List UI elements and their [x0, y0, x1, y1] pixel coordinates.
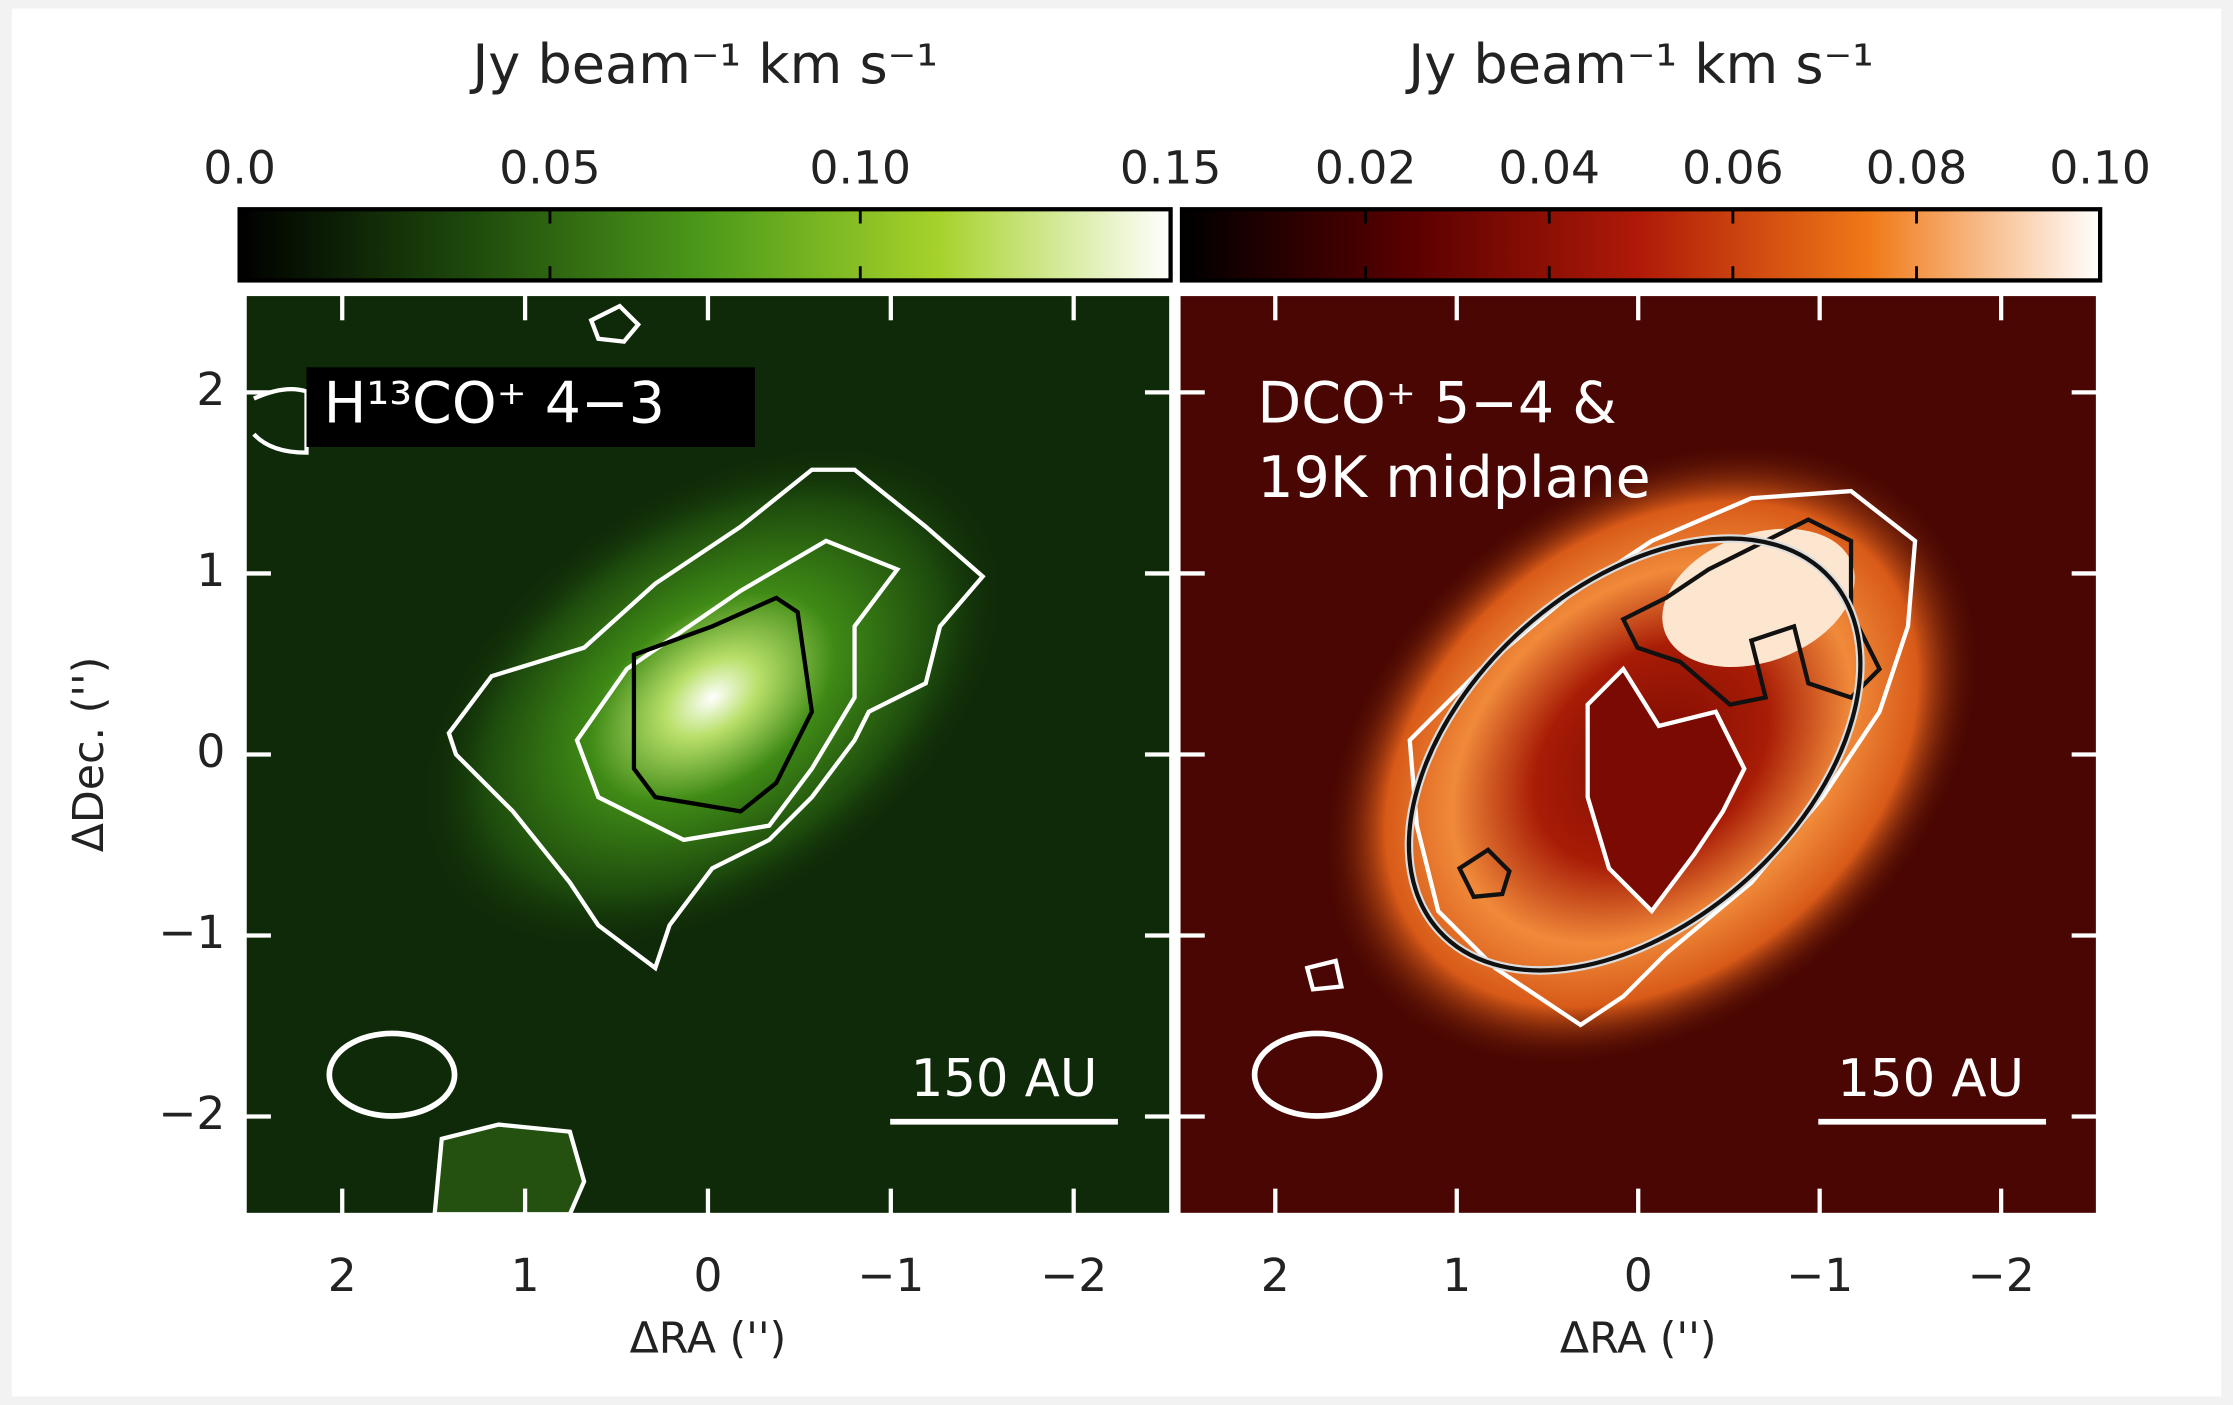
panel-label: 19K midplane — [1257, 445, 1650, 511]
colorbar-tick-label: 0.10 — [810, 141, 911, 194]
x-tick-label: 0 — [1624, 1249, 1653, 1302]
colorbar-tick-label: 0.08 — [1866, 141, 1967, 194]
y-tick-label: 1 — [196, 544, 225, 597]
x-tick-label: −1 — [1786, 1249, 1853, 1302]
figure: Jy beam⁻¹ km s⁻¹ 0.0 0.05 0.10 0.15 2 1 0 −1 −2 −2… — [0, 0, 2233, 1405]
panel-label: DCO⁺ 5−4 & — [1257, 371, 1616, 437]
x-axis-label: ΔRA ('') — [630, 1313, 787, 1363]
page: Jy beam⁻¹ km s⁻¹ 0.0 0.05 0.10 0.15 2 1 0 −1 −2 −2… — [0, 0, 2233, 1405]
x-tick-label: 1 — [511, 1249, 540, 1302]
y-axis-label: ΔDec. ('') — [64, 657, 114, 853]
colorbar-tick-label: 0.04 — [1499, 141, 1600, 194]
colorbar-tick-label: 0.0 — [203, 141, 275, 194]
contour — [435, 1125, 584, 1215]
x-tick-label: 2 — [1261, 1249, 1290, 1302]
x-tick-label: −2 — [1968, 1249, 2035, 1302]
y-tick-label: 0 — [196, 725, 225, 778]
colorbar-label: Jy beam⁻¹ km s⁻¹ — [1405, 33, 1874, 96]
y-tick-label: −2 — [158, 1087, 225, 1140]
colorbar — [240, 209, 1171, 280]
colorbar — [1182, 209, 2100, 280]
x-tick-label: −1 — [857, 1249, 924, 1302]
colorbar-tick-label: 0.06 — [1682, 141, 1783, 194]
y-tick-label: 2 — [196, 363, 225, 416]
colorbar-tick-label: 0.05 — [499, 141, 600, 194]
x-axis-label: ΔRA ('') — [1560, 1313, 1717, 1363]
x-tick-label: 1 — [1442, 1249, 1471, 1302]
x-tick-label: 2 — [328, 1249, 357, 1302]
scale-bar-label: 150 AU — [911, 1049, 1098, 1109]
x-tick-label: −2 — [1040, 1249, 1107, 1302]
colorbar-label: Jy beam⁻¹ km s⁻¹ — [469, 33, 938, 96]
x-tick-label: 0 — [693, 1249, 722, 1302]
y-tick-label: −1 — [158, 906, 225, 959]
panel-label: H¹³CO⁺ 4−3 — [324, 371, 665, 437]
scale-bar-label: 150 AU — [1837, 1049, 2024, 1109]
colorbar-tick-label: 0.10 — [2049, 141, 2150, 194]
colorbar-tick-label: 0.15 — [1120, 141, 1221, 194]
colorbar-tick-label: 0.02 — [1315, 141, 1416, 194]
